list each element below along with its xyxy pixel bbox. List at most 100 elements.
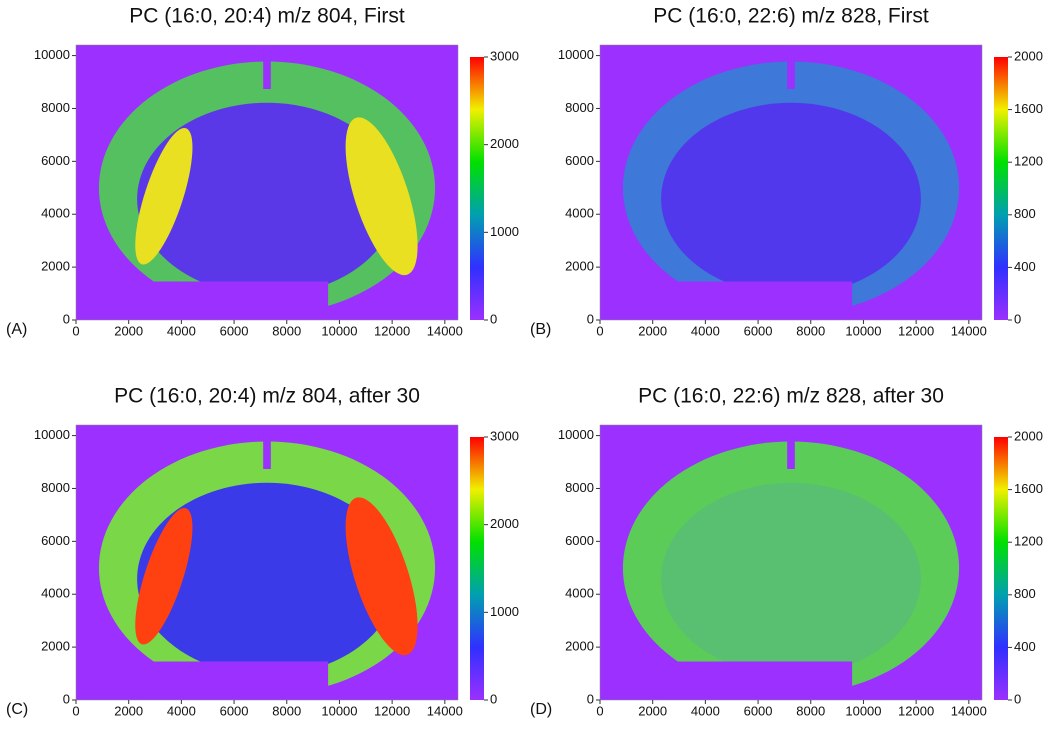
y-tick-label: 10000 (558, 47, 594, 62)
x-tick-label: 4000 (691, 703, 720, 718)
tissue-inner (661, 482, 921, 676)
x-tick-label: 2000 (638, 323, 667, 338)
x-tick-label: 10000 (321, 323, 357, 338)
midline-gap (263, 425, 271, 469)
colorbar-tick-label: 0 (1014, 311, 1021, 326)
x-tick-label: 12000 (898, 323, 934, 338)
hot-region (345, 497, 418, 656)
y-tick-label: 2000 (41, 639, 70, 654)
y-tick-label: 2000 (565, 639, 594, 654)
y-tick-label: 8000 (41, 100, 70, 115)
y-tick-label: 8000 (565, 480, 594, 495)
y-tick-label: 6000 (565, 153, 594, 168)
colorbar-tick-label: 0 (490, 311, 497, 326)
colorbar-tick-label: 1000 (490, 224, 519, 239)
tissue-inner (661, 102, 921, 296)
colorbar-tick-label: 400 (1014, 639, 1036, 654)
x-tick-label: 8000 (796, 323, 825, 338)
plot-frame (599, 424, 983, 701)
x-tick-label: 4000 (691, 323, 720, 338)
colorbar-tick-label: 800 (1014, 206, 1036, 221)
x-tick-label: 8000 (796, 703, 825, 718)
panel-title: PC (16:0, 22:6) m/z 828, First (653, 5, 929, 28)
y-tick-label: 4000 (565, 586, 594, 601)
y-tick-label: 10000 (34, 427, 70, 442)
x-tick-label: 8000 (272, 703, 301, 718)
y-tick-label: 4000 (565, 206, 594, 221)
x-tick-label: 4000 (167, 703, 196, 718)
colorbar (994, 437, 1008, 700)
y-tick-label: 6000 (565, 533, 594, 548)
tissue-image (622, 425, 960, 700)
colorbar-tick-label: 800 (1014, 586, 1036, 601)
colorbar-tick-label: 3000 (490, 48, 519, 63)
colorbar-tick-label: 1200 (1014, 534, 1043, 549)
colorbar-tick-label: 1600 (1014, 481, 1043, 496)
colorbar-tick-label: 1600 (1014, 101, 1043, 116)
tissue-image (98, 425, 436, 700)
y-tick-label: 4000 (41, 586, 70, 601)
panel-label: (D) (530, 701, 552, 718)
y-tick-label: 8000 (41, 480, 70, 495)
bottom-gap (137, 661, 329, 700)
colorbar-tick-label: 0 (490, 691, 497, 706)
midline-gap (787, 425, 795, 469)
y-tick-label: 8000 (565, 100, 594, 115)
midline-gap (263, 45, 271, 89)
panel-label: (A) (6, 321, 27, 338)
x-tick-label: 12000 (374, 323, 410, 338)
colorbar-tick-label: 2000 (1014, 428, 1043, 443)
colorbar (470, 57, 484, 320)
x-tick-label: 6000 (744, 323, 773, 338)
y-tick-label: 10000 (558, 427, 594, 442)
panel-title: PC (16:0, 20:4) m/z 804, after 30 (114, 385, 420, 408)
colorbar-tick-label: 400 (1014, 259, 1036, 274)
plot-frame (599, 44, 983, 321)
y-tick-label: 6000 (41, 153, 70, 168)
x-tick-label: 10000 (321, 703, 357, 718)
y-tick-label: 0 (63, 311, 70, 326)
colorbar (994, 57, 1008, 320)
panel-title: PC (16:0, 20:4) m/z 804, First (129, 5, 405, 28)
y-tick-label: 2000 (565, 259, 594, 274)
panel-label: (C) (6, 701, 28, 718)
x-tick-label: 2000 (114, 703, 143, 718)
x-tick-label: 14000 (951, 703, 987, 718)
y-tick-label: 0 (587, 311, 594, 326)
colorbar-tick-label: 1000 (490, 604, 519, 619)
tissue-inner (137, 102, 397, 296)
colorbar-tick-label: 3000 (490, 428, 519, 443)
colorbar-tick-label: 1200 (1014, 154, 1043, 169)
hot-region (345, 117, 418, 276)
colorbar (470, 437, 484, 700)
x-tick-label: 12000 (898, 703, 934, 718)
x-tick-label: 12000 (374, 703, 410, 718)
x-tick-label: 0 (72, 703, 79, 718)
y-tick-label: 2000 (41, 259, 70, 274)
tissue-image (98, 45, 436, 320)
x-tick-label: 2000 (114, 323, 143, 338)
colorbar-tick-label: 0 (1014, 691, 1021, 706)
colorbar-tick-label: 2000 (490, 136, 519, 151)
x-tick-label: 0 (72, 323, 79, 338)
x-tick-label: 14000 (427, 323, 463, 338)
x-tick-label: 0 (596, 323, 603, 338)
x-tick-label: 10000 (845, 703, 881, 718)
y-tick-label: 6000 (41, 533, 70, 548)
panel-title: PC (16:0, 22:6) m/z 828, after 30 (638, 385, 944, 408)
tissue-image (622, 45, 960, 320)
y-tick-label: 4000 (41, 206, 70, 221)
tissue-inner (137, 482, 397, 676)
x-tick-label: 6000 (220, 323, 249, 338)
panel-label: (B) (530, 321, 551, 338)
plot-frame (75, 424, 459, 701)
hot-region (135, 507, 193, 645)
y-tick-label: 0 (63, 691, 70, 706)
x-tick-label: 14000 (951, 323, 987, 338)
y-tick-label: 10000 (34, 47, 70, 62)
x-tick-label: 0 (596, 703, 603, 718)
x-tick-label: 8000 (272, 323, 301, 338)
plot-frame (75, 44, 459, 321)
colorbar-tick-label: 2000 (1014, 48, 1043, 63)
